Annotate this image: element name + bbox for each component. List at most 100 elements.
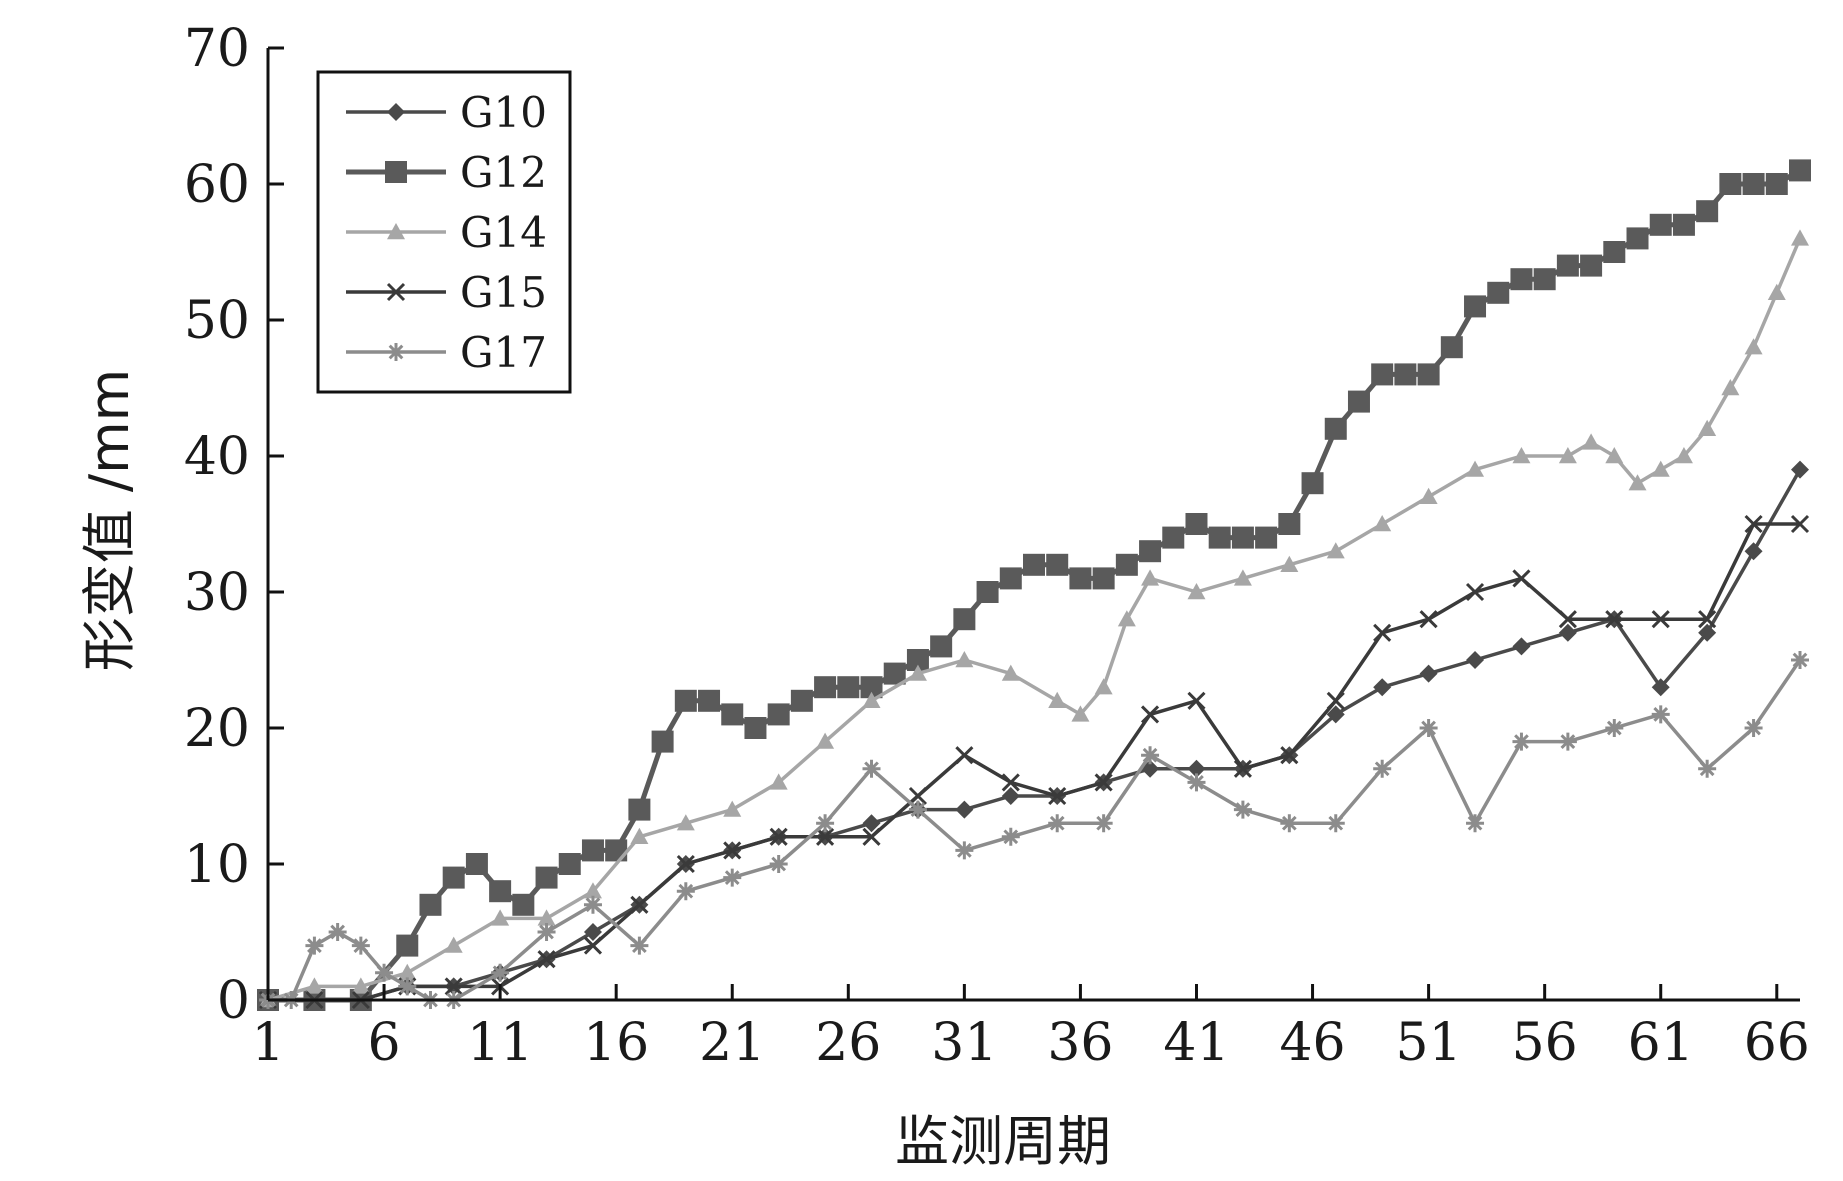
series-line-g12 (268, 168, 1802, 1003)
data-point (1744, 338, 1763, 355)
data-point (1255, 526, 1278, 549)
data-point (862, 814, 881, 833)
data-point (816, 732, 835, 749)
data-point (1419, 664, 1438, 683)
data-point (558, 853, 581, 875)
data-point (1605, 447, 1624, 464)
data-point (790, 689, 813, 712)
data-point (1465, 582, 1485, 602)
data-point (512, 893, 535, 916)
data-point (1791, 229, 1809, 246)
data-point (1791, 460, 1809, 479)
data-point (1628, 474, 1647, 491)
data-point (906, 649, 929, 671)
legend-label: G17 (460, 328, 547, 377)
data-point (1558, 447, 1577, 464)
legend-item-g12: G12 (346, 148, 547, 197)
data-point (976, 581, 999, 603)
data-point (1651, 460, 1670, 477)
data-point (1048, 786, 1067, 806)
data-point (816, 827, 835, 846)
data-point (908, 786, 927, 806)
data-point (583, 895, 602, 914)
data-point (1466, 651, 1485, 669)
data-point (1466, 460, 1485, 477)
legend-item-g15: G15 (346, 268, 547, 317)
data-point (628, 798, 651, 821)
data-point (491, 909, 510, 926)
data-point (1789, 159, 1811, 182)
legend-label: G12 (460, 148, 547, 197)
data-point (1464, 295, 1487, 318)
data-point (583, 936, 603, 955)
data-point (651, 730, 674, 753)
data-point (1651, 705, 1670, 724)
data-point (908, 664, 927, 681)
data-point (1187, 773, 1206, 792)
data-point (1231, 526, 1254, 549)
data-point (1141, 569, 1160, 586)
data-point (1672, 213, 1695, 236)
data-point (698, 689, 721, 712)
data-point (489, 880, 512, 903)
data-point (444, 936, 463, 953)
data-point (676, 814, 695, 831)
data-point (1208, 526, 1231, 549)
legend-label: G14 (460, 208, 547, 257)
x-tick-label: 66 (1744, 1013, 1810, 1073)
y-tick-label: 70 (184, 19, 250, 79)
data-point (1371, 363, 1394, 386)
x-tick-label: 16 (583, 1013, 649, 1073)
x-tick-label: 61 (1628, 1013, 1694, 1073)
x-tick-label: 41 (1163, 1013, 1229, 1073)
data-point (1233, 759, 1252, 778)
data-point (398, 963, 417, 980)
data-point (1117, 610, 1136, 627)
data-point (1744, 719, 1763, 737)
data-point (814, 676, 837, 699)
data-point (1373, 759, 1392, 778)
series-line-g17 (268, 659, 1802, 1002)
data-point (1373, 515, 1392, 532)
legend-swatch-marker (387, 343, 405, 361)
y-tick-label: 30 (184, 563, 250, 623)
data-point (1487, 281, 1510, 304)
data-point (1001, 773, 1020, 792)
data-point (1001, 787, 1020, 805)
data-point (1280, 555, 1299, 572)
data-point (1046, 553, 1069, 576)
data-point (491, 963, 510, 982)
data-point (1651, 678, 1670, 697)
data-point (1141, 746, 1160, 765)
x-tick-label: 21 (699, 1013, 765, 1073)
data-point (1001, 664, 1020, 681)
data-point (537, 950, 556, 969)
legend-swatch-marker (387, 223, 405, 240)
data-point (723, 800, 742, 817)
data-point (769, 773, 788, 790)
x-tick-label: 51 (1396, 1013, 1462, 1073)
data-point (816, 814, 835, 833)
series-line-g15 (268, 522, 1800, 1002)
data-point (1280, 814, 1299, 833)
data-point (837, 676, 860, 699)
data-point (1626, 227, 1649, 250)
data-point (999, 567, 1022, 590)
data-point (769, 855, 788, 873)
data-point (1512, 637, 1531, 656)
data-point (1301, 472, 1324, 495)
data-point (1373, 678, 1392, 697)
data-point (1605, 610, 1624, 629)
data-point (1094, 773, 1113, 792)
y-tick-label: 60 (184, 155, 250, 215)
data-point (1605, 719, 1624, 737)
data-point (1048, 691, 1067, 708)
data-point (1510, 268, 1533, 291)
data-point (955, 841, 974, 860)
data-point (535, 866, 558, 889)
y-axis-title: 形变值 /mm (78, 369, 141, 672)
data-point (1582, 433, 1601, 450)
data-point (1373, 623, 1392, 642)
